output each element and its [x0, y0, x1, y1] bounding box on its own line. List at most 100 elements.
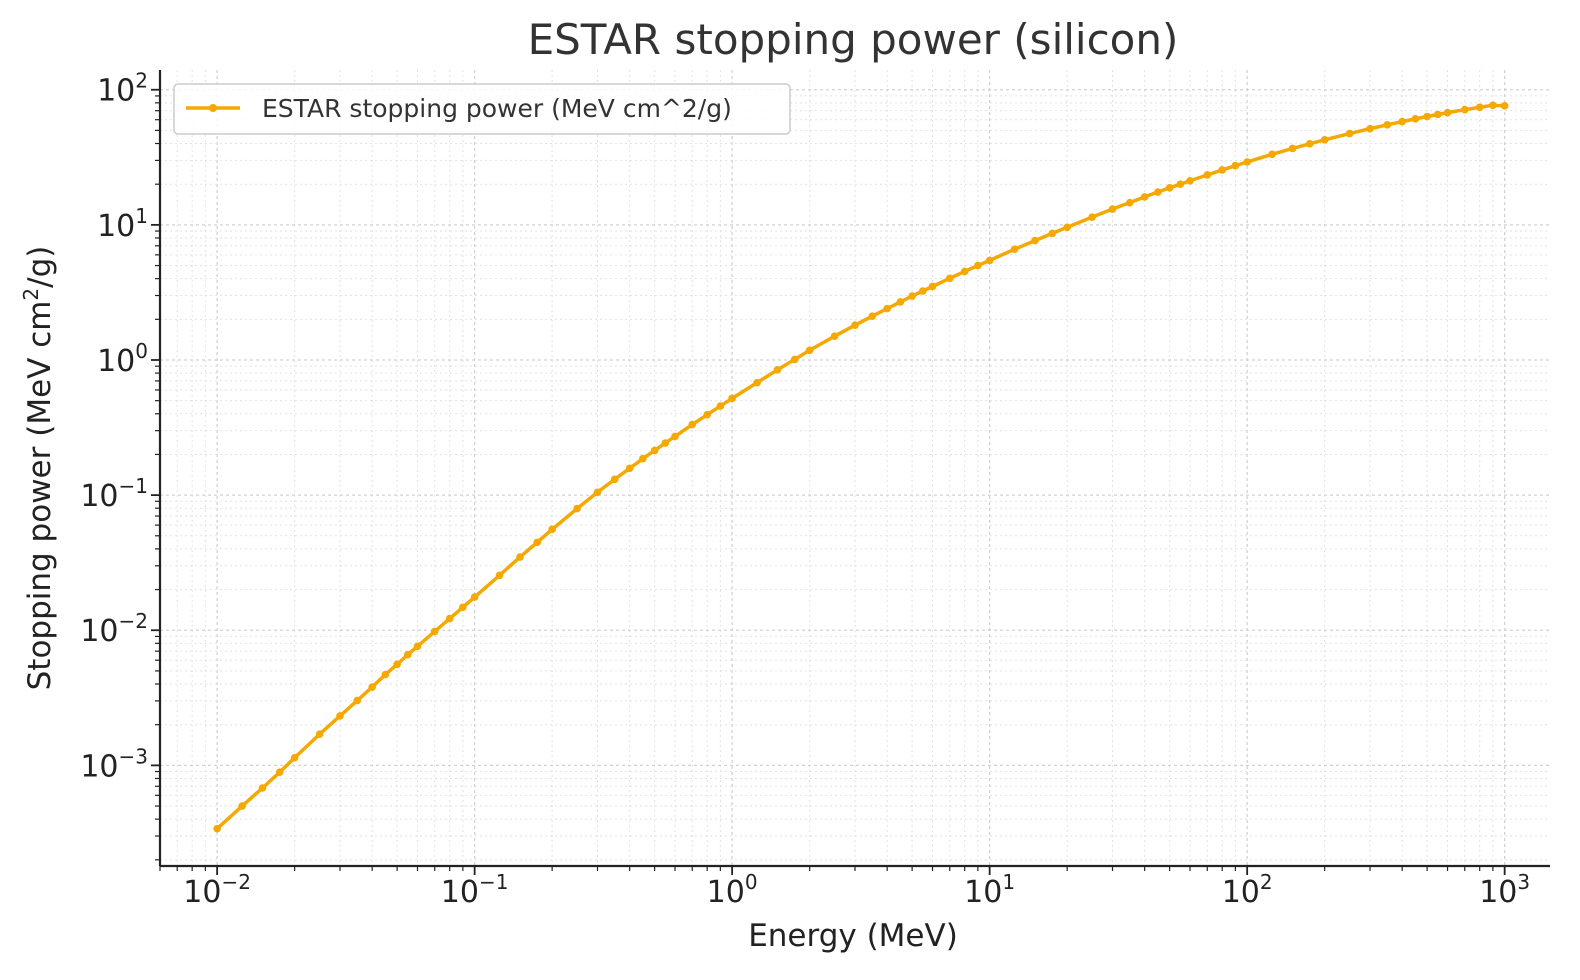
y-tick-exponent: −2 [119, 609, 148, 633]
legend: ESTAR stopping power (MeV cm^2/g) [173, 83, 791, 135]
data-point [1218, 166, 1226, 174]
x-tick-base: 10 [441, 875, 479, 910]
data-point [610, 475, 619, 484]
data-point [1345, 129, 1354, 138]
data-point [548, 525, 556, 534]
data-point [403, 650, 412, 659]
data-point [1154, 188, 1162, 196]
data-point [928, 282, 937, 291]
data-point [1186, 176, 1194, 185]
data-point [908, 292, 916, 300]
x-tick-exponent: 1 [1002, 870, 1015, 894]
data-point [315, 730, 324, 739]
data-point [258, 784, 267, 792]
y-tick-exponent: 1 [135, 204, 148, 228]
data-point [290, 753, 299, 762]
y-axis-label-tail: /g) [22, 246, 58, 288]
data-point [1243, 158, 1251, 166]
data-point [1231, 161, 1240, 170]
data-point [459, 603, 467, 612]
grid [159, 70, 1550, 866]
data-point [238, 802, 246, 810]
y-tick-label: 10−2 [80, 609, 148, 649]
y-tick-label: 100 [97, 339, 148, 379]
data-point [945, 274, 954, 283]
data-point [1125, 198, 1134, 207]
x-tick-exponent: −1 [479, 870, 508, 894]
data-point [1460, 105, 1469, 114]
data-point [336, 712, 344, 720]
data-point [1305, 140, 1314, 148]
data-point [639, 454, 647, 463]
data-point [1288, 144, 1297, 153]
x-tick-label: 100 [707, 870, 758, 910]
series-layer [213, 101, 1509, 833]
data-point [1203, 171, 1212, 179]
data-point [445, 614, 454, 623]
data-point [1048, 229, 1057, 238]
y-tick-exponent: 0 [135, 339, 148, 363]
data-point [573, 504, 581, 513]
data-point [1268, 150, 1276, 159]
x-tick-base: 10 [1479, 875, 1517, 910]
data-point [773, 366, 782, 374]
legend-marker-sample [209, 104, 217, 112]
data-point [974, 261, 982, 270]
x-axis-label: Energy (MeV) [748, 918, 958, 954]
data-point [703, 410, 711, 419]
data-point [1500, 102, 1509, 110]
data-point [851, 321, 859, 329]
x-tick-base: 10 [183, 875, 221, 910]
y-tick-label: 102 [97, 69, 148, 109]
data-point [753, 378, 761, 387]
y-axis-label: Stopping power (MeV cm2/g) [19, 246, 58, 691]
data-point [688, 420, 697, 429]
data-point [275, 768, 284, 777]
legend-box [173, 83, 791, 135]
data-point [1443, 108, 1452, 117]
data-point [1063, 223, 1071, 232]
data-point [533, 538, 542, 547]
data-point [1411, 115, 1420, 123]
chart-title: ESTAR stopping power (silicon) [528, 15, 1179, 64]
y-tick-base: 10 [80, 614, 118, 649]
data-point [1108, 205, 1117, 213]
data-point [470, 593, 479, 601]
data-point [213, 824, 221, 833]
data-point [1434, 110, 1442, 119]
data-point [960, 267, 969, 276]
data-point [985, 256, 994, 265]
data-point [1489, 101, 1497, 110]
data-point [896, 298, 905, 306]
data-point [625, 464, 634, 473]
data-point [830, 332, 839, 341]
x-tick-label: 10−1 [441, 870, 509, 910]
x-tick-base: 10 [1222, 875, 1260, 910]
data-point [1475, 103, 1484, 112]
data-point [728, 394, 736, 403]
data-point [1010, 245, 1019, 254]
data-point [883, 304, 891, 313]
data-point [368, 683, 376, 691]
data-point [1366, 124, 1374, 133]
data-point [1320, 136, 1329, 144]
y-tick-label: 101 [97, 204, 148, 244]
data-point [1383, 121, 1392, 129]
data-point [1088, 213, 1096, 221]
data-point [1176, 180, 1185, 188]
legend-entry: ESTAR stopping power (MeV cm^2/g) [262, 94, 732, 123]
x-tick-label: 10−2 [183, 870, 251, 910]
y-tick-base: 10 [80, 749, 118, 784]
data-point [593, 488, 602, 497]
y-axis-label-main: Stopping power (MeV cm [22, 301, 58, 691]
data-point [495, 571, 504, 580]
data-point [661, 439, 670, 447]
data-point [1423, 112, 1431, 121]
data-point [1398, 117, 1406, 126]
tick-marks [151, 88, 1506, 875]
x-tick-base: 10 [707, 875, 745, 910]
data-point [805, 346, 814, 355]
data-point [413, 642, 422, 651]
